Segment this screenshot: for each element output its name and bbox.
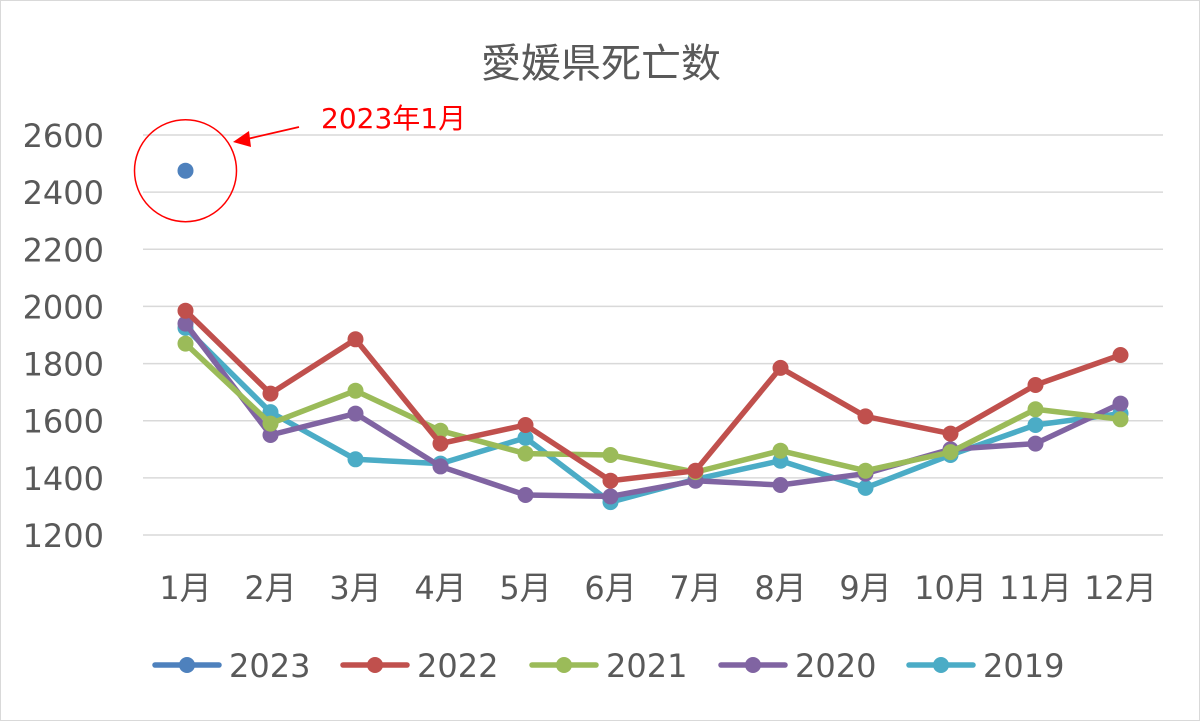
annotation-circle xyxy=(133,118,238,223)
x-tick-label: 11月 xyxy=(999,569,1072,607)
legend-marker xyxy=(556,657,572,673)
series-2022 xyxy=(177,302,1129,489)
legend-label: 2021 xyxy=(606,647,687,685)
legend-label: 2023 xyxy=(229,647,310,685)
x-axis-ticks: 1月 2月 3月 4月 5月 6月 7月 8月 9月 10月 11月 12月 xyxy=(159,569,1157,607)
data-point-2021-8月 xyxy=(772,442,789,459)
legend-marker xyxy=(179,657,195,673)
data-point-2021-3月 xyxy=(347,382,364,399)
x-tick-label: 9月 xyxy=(839,569,891,607)
series-group xyxy=(177,162,1129,511)
legend-item-2022: 2022 xyxy=(340,647,498,685)
x-tick-label: 6月 xyxy=(584,569,636,607)
legend-label: 2020 xyxy=(795,647,876,685)
data-point-2021-5月 xyxy=(517,445,534,462)
data-point-2020-1月 xyxy=(177,315,194,332)
y-tick-label: 2000 xyxy=(23,288,104,326)
x-tick-label: 5月 xyxy=(499,569,551,607)
x-tick-label: 7月 xyxy=(669,569,721,607)
data-point-2020-5月 xyxy=(517,487,534,503)
series-2023 xyxy=(177,162,194,179)
annotation-arrow-shaft xyxy=(246,126,300,140)
data-point-2022-2月 xyxy=(262,385,279,402)
data-point-2022-9月 xyxy=(857,408,874,425)
data-point-2021-2月 xyxy=(262,415,279,432)
series-line-2020 xyxy=(182,320,1124,500)
legend-item-2021: 2021 xyxy=(529,647,687,685)
data-point-2021-9月 xyxy=(857,462,874,479)
data-point-2023-1月 xyxy=(177,162,194,179)
data-point-2022-5月 xyxy=(517,417,534,433)
data-point-2021-10月 xyxy=(942,444,959,461)
data-point-2020-6月 xyxy=(602,488,619,505)
annotation: 2023年1月 xyxy=(133,102,466,223)
legend-item-2020: 2020 xyxy=(718,647,876,685)
data-point-2020-11月 xyxy=(1027,435,1044,452)
x-tick-label: 3月 xyxy=(329,569,381,607)
y-tick-label: 2600 xyxy=(23,117,104,155)
data-point-2019-3月 xyxy=(347,451,364,468)
y-tick-label: 1200 xyxy=(23,517,104,555)
legend-marker xyxy=(745,657,761,673)
data-point-2022-1月 xyxy=(177,302,194,319)
data-point-2020-2月 xyxy=(262,427,279,443)
data-point-2022-10月 xyxy=(942,425,959,442)
x-tick-label: 12月 xyxy=(1084,569,1157,607)
series-line-2021 xyxy=(182,340,1124,475)
data-point-2021-6月 xyxy=(602,447,619,463)
legend-label: 2019 xyxy=(983,647,1064,685)
data-point-2021-1月 xyxy=(177,335,194,352)
data-point-2019-9月 xyxy=(857,479,874,496)
data-point-2022-4月 xyxy=(432,435,449,452)
x-tick-label: 8月 xyxy=(754,569,806,607)
legend-label: 2022 xyxy=(417,647,498,685)
data-point-2022-7月 xyxy=(687,462,704,479)
y-tick-label: 1800 xyxy=(23,346,104,384)
data-point-2019-11月 xyxy=(1027,417,1044,433)
x-tick-label: 10月 xyxy=(914,569,987,607)
y-tick-label: 1600 xyxy=(23,403,104,441)
data-point-2020-12月 xyxy=(1112,395,1129,412)
y-axis-ticks: 1200 1400 1600 1800 2000 2200 2400 2600 xyxy=(23,117,104,555)
x-tick-label: 1月 xyxy=(159,569,211,607)
data-point-2019-5月 xyxy=(517,429,534,446)
legend-marker xyxy=(367,657,383,673)
legend-marker xyxy=(933,657,949,673)
data-point-2020-4月 xyxy=(432,458,449,475)
data-point-2021-12月 xyxy=(1112,411,1129,428)
y-tick-label: 2200 xyxy=(23,231,104,269)
data-point-2021-11月 xyxy=(1027,401,1044,418)
data-point-2022-3月 xyxy=(347,331,364,348)
chart-title: 愛媛県死亡数 xyxy=(481,41,721,87)
series-line-2022 xyxy=(182,307,1124,484)
series-2021 xyxy=(177,335,1129,481)
legend-item-2019: 2019 xyxy=(906,647,1064,685)
data-point-2022-6月 xyxy=(602,472,619,489)
legend: 2023 2022 2021 2020 2019 xyxy=(152,647,1064,685)
data-point-2022-8月 xyxy=(772,359,789,376)
y-tick-label: 1400 xyxy=(23,460,104,498)
x-tick-label: 2月 xyxy=(244,569,296,607)
data-point-2020-3月 xyxy=(347,405,364,422)
data-point-2020-8月 xyxy=(772,477,789,493)
y-tick-label: 2400 xyxy=(23,174,104,212)
x-tick-label: 4月 xyxy=(414,569,466,607)
legend-item-2023: 2023 xyxy=(152,647,310,685)
data-point-2022-11月 xyxy=(1027,377,1044,393)
annotation-arrow-head xyxy=(233,131,251,147)
data-point-2022-12月 xyxy=(1112,347,1129,363)
annotation-label: 2023年1月 xyxy=(321,102,466,135)
